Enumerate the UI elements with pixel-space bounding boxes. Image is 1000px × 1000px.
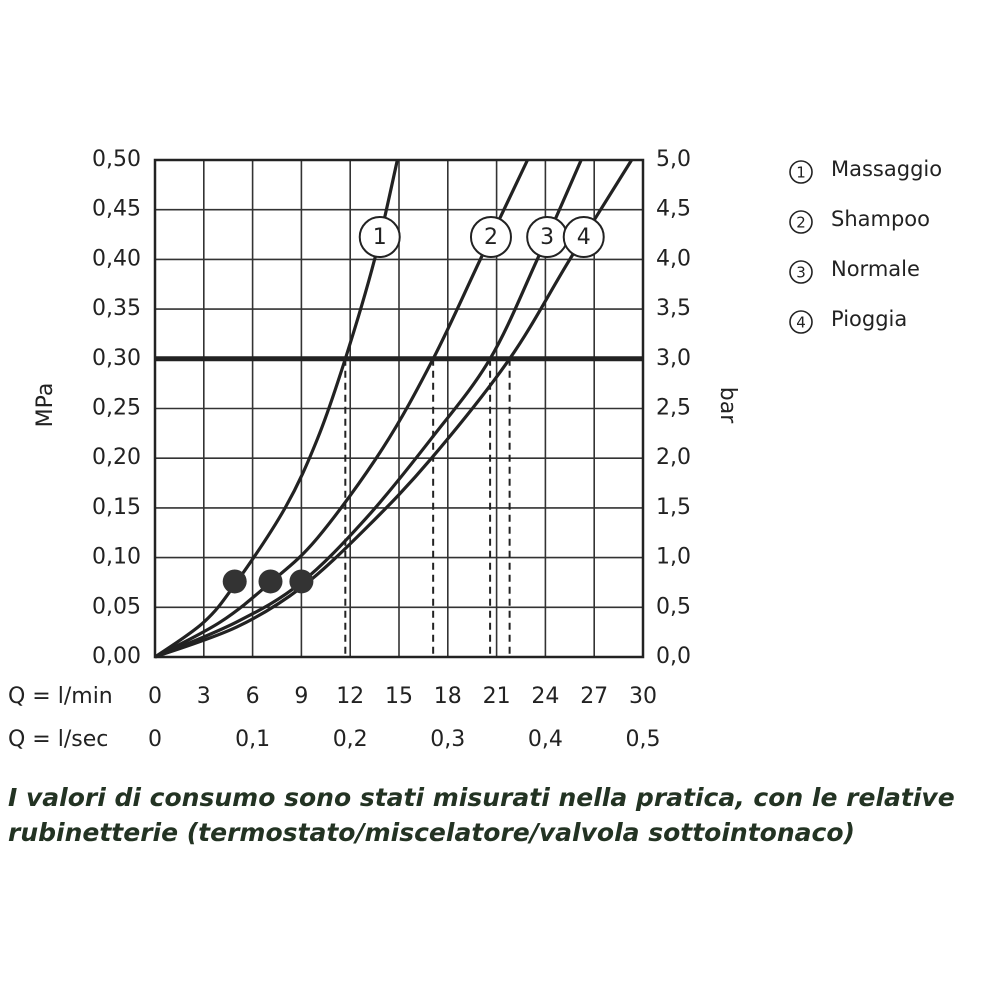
y-tick-label: 0,30 xyxy=(92,346,141,371)
x2-tick-label: 0,4 xyxy=(528,727,563,752)
y2-tick-label: 2,0 xyxy=(656,445,691,470)
min-flow-point xyxy=(258,569,283,594)
y2-tick-label: 5,0 xyxy=(656,147,691,172)
y-tick-label: 0,50 xyxy=(92,147,141,172)
series-line xyxy=(154,159,529,659)
legend-circle xyxy=(789,210,813,234)
x-tick-label: 6 xyxy=(246,684,260,709)
y-tick-label: 0,15 xyxy=(92,495,141,520)
curve-label-circle xyxy=(562,216,605,258)
x2-tick-label: 0,2 xyxy=(333,727,368,752)
y-tick-label: 0,45 xyxy=(92,197,141,222)
y-axis-label: MPa xyxy=(33,383,58,428)
x-tick-label: 12 xyxy=(336,684,364,709)
series-line xyxy=(154,159,633,659)
x-tick-label: 24 xyxy=(531,684,559,709)
y2-tick-label: 0,0 xyxy=(656,644,691,669)
x-tick-label: 9 xyxy=(294,684,308,709)
x2-tick-label: 0,5 xyxy=(626,727,661,752)
curve-label: 3 xyxy=(540,225,554,250)
curve-label: 4 xyxy=(577,225,591,250)
x-tick-label: 18 xyxy=(434,684,462,709)
x-tick-label: 21 xyxy=(483,684,511,709)
caption-line: I valori di consumo sono stati misurati … xyxy=(8,783,955,812)
caption-line: rubinetterie (termostato/miscelatore/val… xyxy=(8,818,855,847)
x-axis-label: Q = l/min xyxy=(8,684,113,709)
x2-tick-label: 0,1 xyxy=(235,727,270,752)
y2-tick-label: 4,5 xyxy=(656,197,691,222)
x-tick-label: 27 xyxy=(580,684,608,709)
curve-label-circle xyxy=(469,216,512,258)
curve-label: 2 xyxy=(484,225,498,250)
y2-tick-label: 2,5 xyxy=(656,396,691,421)
min-flow-point xyxy=(222,569,247,594)
y-tick-label: 0,05 xyxy=(92,594,141,619)
x-tick-label: 30 xyxy=(629,684,657,709)
x-tick-label: 0 xyxy=(148,684,162,709)
y-tick-label: 0,40 xyxy=(92,246,141,271)
legend-number: 4 xyxy=(796,314,806,332)
y-tick-label: 0,25 xyxy=(92,396,141,421)
legend-number: 1 xyxy=(796,164,806,182)
x-tick-label: 3 xyxy=(197,684,211,709)
x2-tick-label: 0,3 xyxy=(430,727,465,752)
legend-circle xyxy=(789,160,813,184)
y2-tick-label: 1,5 xyxy=(656,495,691,520)
curve-label: 1 xyxy=(373,225,387,250)
series-line xyxy=(154,159,583,659)
y-tick-label: 0,10 xyxy=(92,545,141,570)
y2-tick-label: 0,5 xyxy=(656,594,691,619)
legend-label: Shampoo xyxy=(831,207,930,231)
x2-tick-label: 0 xyxy=(148,727,162,752)
x-tick-label: 15 xyxy=(385,684,413,709)
y2-tick-label: 4,0 xyxy=(656,246,691,271)
y2-tick-label: 1,0 xyxy=(656,545,691,570)
y-tick-label: 0,00 xyxy=(92,644,141,669)
legend-label: Pioggia xyxy=(831,307,907,331)
y2-axis-label: bar xyxy=(715,387,740,424)
plot-frame xyxy=(153,158,645,659)
legend-number: 3 xyxy=(796,264,806,282)
curve-label-circle xyxy=(358,216,401,258)
series-line xyxy=(154,159,399,659)
min-flow-point xyxy=(289,569,314,594)
y2-tick-label: 3,5 xyxy=(656,296,691,321)
y-tick-label: 0,35 xyxy=(92,296,141,321)
legend-number: 2 xyxy=(796,214,806,232)
y2-tick-label: 3,0 xyxy=(656,346,691,371)
legend-label: Normale xyxy=(831,257,920,281)
legend-circle xyxy=(789,260,813,284)
legend-circle xyxy=(789,310,813,334)
x2-axis-label: Q = l/sec xyxy=(8,727,108,752)
y-tick-label: 0,20 xyxy=(92,445,141,470)
legend-label: Massaggio xyxy=(831,157,942,181)
